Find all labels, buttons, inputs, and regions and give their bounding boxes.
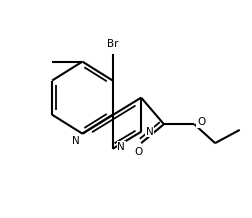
Text: O: O [197,117,205,127]
Text: N: N [72,136,80,146]
Text: N: N [146,127,154,137]
Text: Br: Br [107,39,118,49]
Text: O: O [134,147,142,157]
Text: N: N [117,142,125,152]
